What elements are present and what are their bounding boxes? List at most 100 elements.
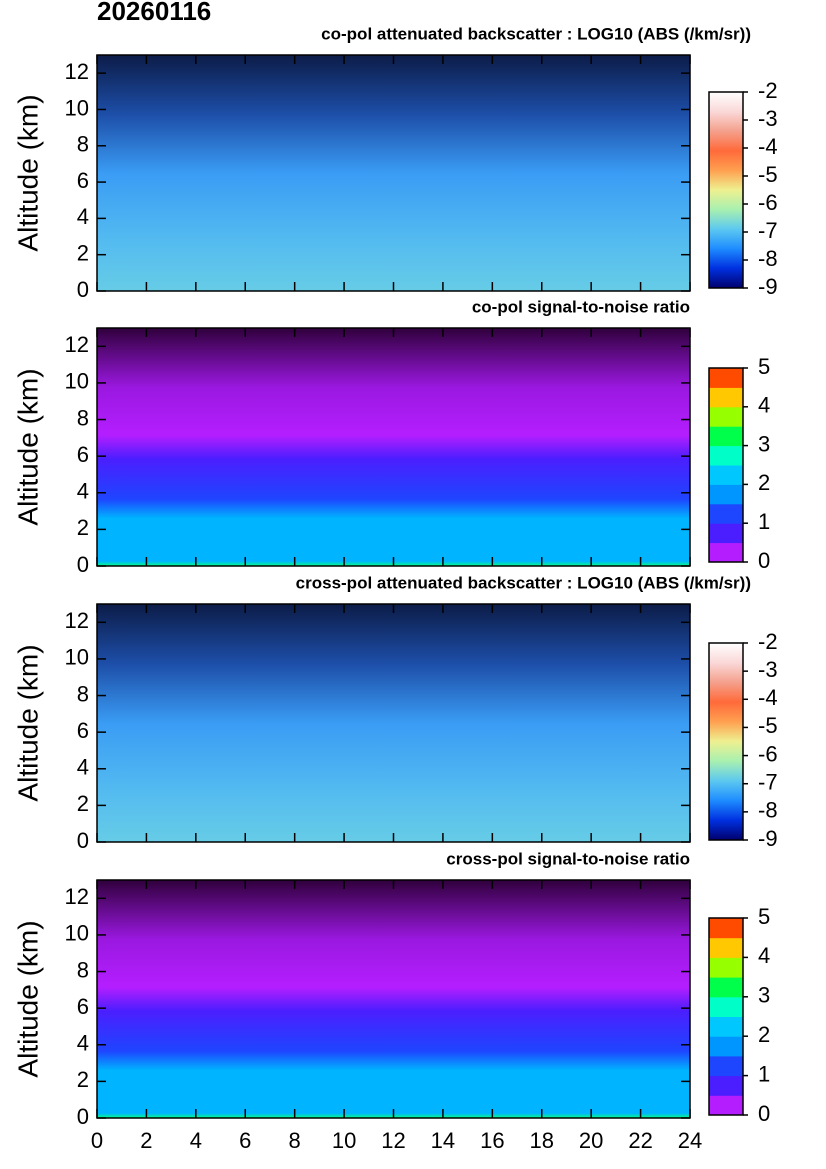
x-tick-label: 16 — [480, 1128, 504, 1153]
colorbar-step — [709, 426, 743, 447]
y-tick-label: 0 — [77, 277, 89, 302]
y-tick-label: 6 — [77, 994, 89, 1019]
y-tick-label: 2 — [77, 515, 89, 540]
colorbar-step — [709, 484, 743, 505]
colorbar-tick-label: 3 — [758, 431, 770, 456]
heatmap-area — [97, 55, 690, 291]
y-tick-label: 2 — [77, 791, 89, 816]
colorbar-tick-label: -7 — [758, 770, 778, 795]
y-tick-label: 6 — [77, 718, 89, 743]
x-tick-label: 18 — [530, 1128, 554, 1153]
colorbar-tick-label: -6 — [758, 741, 778, 766]
y-tick-label: 0 — [77, 828, 89, 853]
colorbar-tick-label: -2 — [758, 629, 778, 654]
y-tick-label: 8 — [77, 405, 89, 430]
y-tick-label: 12 — [65, 884, 89, 909]
colorbar-tick-label: -3 — [758, 106, 778, 131]
y-tick-label: 2 — [77, 241, 89, 266]
y-tick-label: 6 — [77, 168, 89, 193]
y-tick-label: 12 — [65, 332, 89, 357]
colorbar-tick-label: 1 — [758, 1061, 770, 1086]
colorbar-step — [709, 957, 743, 978]
colorbar-tick-label: -9 — [758, 826, 778, 851]
heatmap-area — [97, 880, 690, 1118]
colorbar-step — [709, 445, 743, 466]
x-tick-label: 22 — [628, 1128, 652, 1153]
y-axis-label: Altitude (km) — [12, 920, 43, 1077]
colorbar-tick-label: -4 — [758, 685, 778, 710]
y-tick-label: 6 — [77, 442, 89, 467]
colorbar-tick-label: -2 — [758, 78, 778, 103]
y-tick-label: 8 — [77, 132, 89, 157]
panel-title: co-pol attenuated backscatter : LOG10 (A… — [321, 24, 751, 43]
y-tick-label: 10 — [65, 921, 89, 946]
heatmap-area — [97, 328, 690, 566]
colorbar-step — [709, 406, 743, 427]
colorbar-tick-label: 1 — [758, 509, 770, 534]
colorbar — [709, 92, 743, 288]
x-tick-label: 6 — [239, 1128, 251, 1153]
colorbar-step — [709, 368, 743, 388]
y-tick-label: 2 — [77, 1067, 89, 1092]
y-tick-label: 8 — [77, 957, 89, 982]
colorbar-step — [709, 977, 743, 998]
colorbar-step — [709, 542, 743, 563]
colorbar — [709, 643, 743, 840]
colorbar-tick-label: -5 — [758, 162, 778, 187]
y-tick-label: 0 — [77, 1104, 89, 1129]
colorbar-step — [709, 1055, 743, 1077]
colorbar-tick-label: 3 — [758, 983, 770, 1008]
colorbar-tick-label: -9 — [758, 274, 778, 299]
colorbar-frame — [708, 367, 744, 563]
colorbar-tick-label: 5 — [758, 354, 770, 379]
x-tick-label: 12 — [381, 1128, 405, 1153]
x-tick-label: 20 — [579, 1128, 603, 1153]
x-tick-label: 2 — [140, 1128, 152, 1153]
colorbar-tick-label: 4 — [758, 943, 770, 968]
y-tick-label: 10 — [65, 95, 89, 120]
panel-title: cross-pol attenuated backscatter : LOG10… — [296, 573, 751, 592]
x-tick-label: 14 — [431, 1128, 455, 1153]
colorbar-tick-label: -6 — [758, 190, 778, 215]
y-tick-label: 12 — [65, 59, 89, 84]
colorbar-tick-label: 4 — [758, 393, 770, 418]
colorbar-step — [709, 465, 743, 485]
y-tick-label: 4 — [77, 204, 89, 229]
colorbar-step — [709, 996, 743, 1017]
colorbar-tick-label: 0 — [758, 548, 770, 573]
colorbar-tick-label: 5 — [758, 904, 770, 929]
colorbar-step — [709, 1095, 743, 1116]
heatmap-area — [97, 604, 690, 842]
y-tick-label: 0 — [77, 552, 89, 577]
figure-title: 20260116 — [97, 0, 211, 26]
colorbar-tick-label: 0 — [758, 1101, 770, 1126]
x-tick-label: 24 — [678, 1128, 702, 1153]
y-axis-label: Altitude (km) — [12, 368, 43, 525]
x-tick-label: 8 — [289, 1128, 301, 1153]
colorbar-step — [709, 937, 743, 958]
x-tick-label: 4 — [190, 1128, 202, 1153]
y-axis-label: Altitude (km) — [12, 94, 43, 251]
y-tick-label: 4 — [77, 1031, 89, 1056]
colorbar-frame — [708, 917, 744, 1116]
colorbar-tick-label: -4 — [758, 134, 778, 159]
y-tick-label: 8 — [77, 681, 89, 706]
colorbar-tick-label: -8 — [758, 246, 778, 271]
colorbar-step — [709, 1075, 743, 1096]
colorbar-step — [709, 387, 743, 408]
panel-title: co-pol signal-to-noise ratio — [472, 297, 690, 316]
colorbar-frame — [708, 642, 744, 841]
y-axis-label: Altitude (km) — [12, 644, 43, 801]
panel-title: cross-pol signal-to-noise ratio — [446, 849, 690, 868]
colorbar-step — [709, 1036, 743, 1057]
colorbar-tick-label: -3 — [758, 657, 778, 682]
y-tick-label: 10 — [65, 369, 89, 394]
colorbar-step — [709, 523, 743, 544]
colorbar-tick-label: 2 — [758, 470, 770, 495]
x-tick-label: 0 — [91, 1128, 103, 1153]
colorbar-step — [709, 503, 743, 524]
x-tick-label: 10 — [332, 1128, 356, 1153]
colorbar-step — [709, 1016, 743, 1037]
colorbar-tick-label: -5 — [758, 713, 778, 738]
